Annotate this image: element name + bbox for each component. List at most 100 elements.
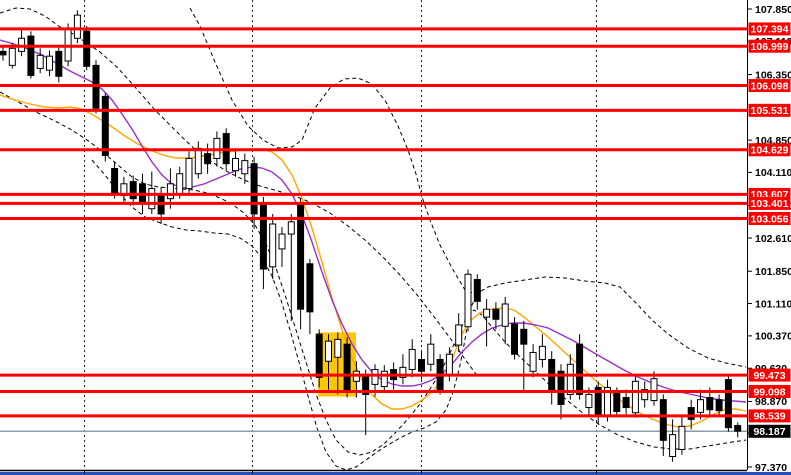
candlestick bbox=[631, 374, 639, 418]
ma-slow-purple bbox=[0, 39, 747, 403]
candlestick bbox=[148, 171, 156, 214]
svg-text:106.098: 106.098 bbox=[751, 80, 789, 92]
candlestick bbox=[0, 46, 7, 61]
price-level-badge: 99.473 bbox=[748, 368, 791, 382]
price-level-badge: 107.394 bbox=[748, 22, 791, 36]
svg-text:99.098: 99.098 bbox=[753, 386, 785, 398]
candlestick bbox=[715, 394, 723, 415]
svg-text:106.999: 106.999 bbox=[751, 41, 789, 53]
candlestick bbox=[483, 299, 491, 347]
price-axis: 107.850106.350104.850104.110102.610101.8… bbox=[747, 0, 791, 474]
candlestick bbox=[55, 46, 63, 83]
candlestick bbox=[232, 148, 239, 177]
price-tick-label: 101.850 bbox=[755, 266, 791, 278]
candlestick bbox=[501, 296, 509, 345]
candlestick bbox=[306, 258, 314, 335]
candlestick bbox=[529, 344, 537, 378]
candlestick bbox=[408, 339, 416, 378]
candlestick bbox=[204, 143, 212, 174]
candlestick bbox=[120, 176, 128, 204]
candlestick bbox=[287, 213, 295, 322]
candlestick bbox=[538, 334, 546, 368]
price-level-badge: 104.629 bbox=[748, 143, 791, 157]
candlestick bbox=[641, 381, 649, 408]
candlestick bbox=[46, 50, 53, 77]
candlestick bbox=[650, 371, 658, 406]
svg-text:107.394: 107.394 bbox=[751, 24, 789, 36]
candlestick bbox=[576, 334, 584, 400]
candlestick bbox=[343, 337, 351, 398]
candlestick bbox=[241, 153, 249, 184]
svg-text:104.629: 104.629 bbox=[751, 145, 789, 157]
key-level-lines[interactable] bbox=[0, 27, 747, 418]
svg-text:103.056: 103.056 bbox=[751, 213, 789, 225]
candlestick bbox=[473, 274, 481, 310]
candlestick bbox=[659, 394, 667, 457]
candlestick bbox=[315, 329, 323, 388]
price-tick-label: 101.110 bbox=[755, 298, 791, 310]
candlestick bbox=[278, 227, 286, 267]
current-price-badge: 98.187 bbox=[748, 424, 791, 438]
time-separators bbox=[84, 0, 597, 470]
bottom-bar bbox=[0, 472, 791, 475]
candlesticks bbox=[0, 10, 742, 462]
price-tick-label: 104.110 bbox=[755, 167, 791, 179]
time-axis bbox=[0, 469, 791, 475]
band-lower-fast bbox=[0, 91, 747, 456]
candlestick bbox=[520, 321, 528, 393]
price-tick-label: 98.870 bbox=[755, 396, 787, 408]
price-level-badge: 106.999 bbox=[748, 39, 791, 53]
svg-text:98.539: 98.539 bbox=[753, 411, 785, 423]
price-tick-label: 107.850 bbox=[755, 4, 791, 16]
candlestick bbox=[362, 369, 370, 436]
price-level-badge: 103.056 bbox=[748, 211, 791, 225]
price-tick-label: 97.370 bbox=[755, 462, 787, 474]
candlestick bbox=[724, 376, 732, 432]
candlestick bbox=[678, 414, 686, 455]
price-level-badge: 99.098 bbox=[748, 384, 791, 398]
candlestick bbox=[464, 269, 472, 332]
candlestick bbox=[325, 334, 332, 390]
candlestick bbox=[27, 31, 35, 79]
band-lower-slow bbox=[91, 159, 484, 471]
price-level-badge: 106.098 bbox=[748, 79, 791, 92]
candlestick bbox=[250, 156, 258, 229]
candlestick bbox=[380, 365, 388, 393]
price-level-badge: 98.539 bbox=[748, 409, 791, 423]
svg-text:99.473: 99.473 bbox=[753, 370, 785, 382]
candlestick bbox=[18, 28, 26, 57]
candlestick bbox=[73, 10, 81, 44]
candlestick bbox=[427, 334, 435, 372]
candlestick bbox=[83, 26, 91, 71]
candlestick bbox=[399, 354, 407, 385]
candlestick bbox=[594, 381, 602, 425]
price-tick-label: 102.610 bbox=[755, 233, 791, 245]
price-level-badge: 103.401 bbox=[748, 196, 791, 210]
candlestick bbox=[334, 332, 342, 395]
svg-text:105.531: 105.531 bbox=[751, 105, 789, 117]
price-level-badge: 105.531 bbox=[748, 103, 791, 117]
candlestick bbox=[259, 196, 267, 290]
candlestick bbox=[36, 48, 44, 74]
price-tick-label: 106.350 bbox=[755, 69, 791, 81]
candlestick bbox=[194, 141, 202, 179]
candlestick bbox=[511, 317, 518, 360]
candlestick bbox=[697, 389, 704, 420]
band-upper-slow bbox=[0, 7, 477, 375]
candlestick bbox=[622, 389, 630, 415]
band-upper-fast bbox=[189, 7, 747, 368]
svg-text:98.187: 98.187 bbox=[753, 426, 785, 438]
candlestick bbox=[669, 419, 677, 462]
svg-text:103.401: 103.401 bbox=[751, 198, 789, 210]
price-tick-label: 100.370 bbox=[755, 331, 791, 343]
candlestick bbox=[548, 351, 556, 405]
candlestick bbox=[185, 151, 193, 194]
candlestick bbox=[101, 93, 109, 162]
candlestick bbox=[492, 302, 500, 330]
moving-averages bbox=[0, 39, 747, 428]
candlestick bbox=[455, 313, 463, 353]
candlestick bbox=[269, 213, 277, 280]
candlestick bbox=[734, 422, 742, 438]
